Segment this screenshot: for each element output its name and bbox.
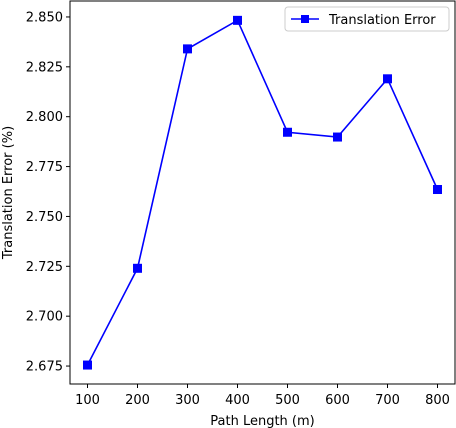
x-tick-label: 500 [275,393,300,408]
axes: 100 200 300 400 500 600 700 800 2.675 2.700 2.725 2… [26,0,456,408]
axes-frame [69,0,456,385]
x-tick-label: 300 [175,393,200,408]
data-point-marker [283,127,292,137]
x-tick-label: 100 [75,393,100,408]
y-tick-label: 2.850 [26,10,63,25]
data-point-marker [83,360,92,370]
plot-area [83,15,442,370]
x-tick-label: 200 [125,393,150,408]
y-tick-label: 2.825 [26,60,63,75]
data-point-marker [433,185,442,195]
y-axis-title: Translation Error (%) [1,126,16,260]
x-axis-title: Path Length (m) [210,414,314,428]
x-tick-label: 600 [325,393,350,408]
x-tick-label: 800 [425,393,450,408]
legend: Translation Error [284,6,450,32]
y-tick-label: 2.750 [26,210,63,225]
legend-label: Translation Error [328,13,436,28]
data-point-marker [333,132,342,142]
y-tick-label: 2.800 [26,110,63,125]
data-point-marker [383,74,392,84]
data-point-marker [233,15,242,25]
legend-marker-swatch [301,15,309,23]
series-line [86,19,439,366]
y-tick-label: 2.700 [26,310,63,325]
y-tick-label: 2.675 [26,360,63,375]
x-tick-label: 400 [225,393,250,408]
data-point-marker [183,44,192,54]
legend-box [284,6,450,32]
x-tick-label: 700 [375,393,400,408]
y-tick-label: 2.725 [26,260,63,275]
data-point-marker [133,263,142,273]
y-tick-label: 2.775 [26,160,63,175]
